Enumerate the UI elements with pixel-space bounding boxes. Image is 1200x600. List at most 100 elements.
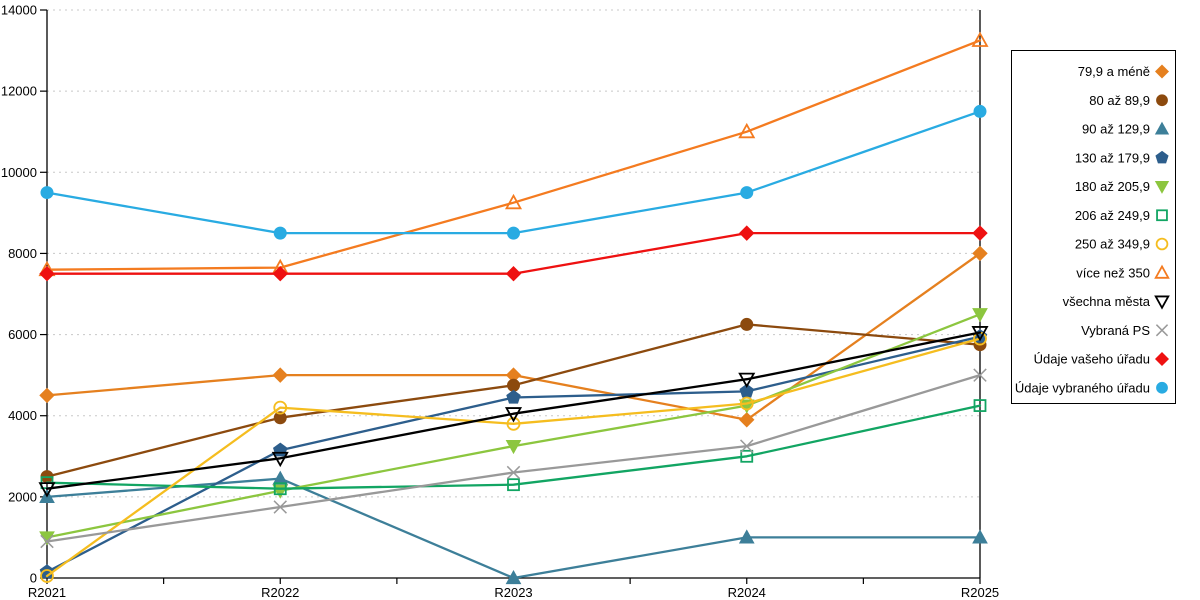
series-marker-triangle-up (505, 569, 522, 585)
legend-label: Údaje vašeho úřadu (1034, 352, 1150, 367)
series-marker-circle (1156, 381, 1168, 394)
series-marker-circle (1156, 94, 1168, 107)
series-marker-diamond (739, 412, 755, 428)
series-marker-triangle-down (1154, 295, 1170, 310)
y-tick-label: 4000 (8, 408, 37, 423)
y-tick-label: 2000 (8, 489, 37, 504)
series-marker-triangle-up (272, 470, 289, 485)
series-marker-circle (506, 416, 521, 431)
legend-item: 206 až 249,9 (1075, 208, 1168, 223)
series-marker-pentagon (506, 389, 521, 404)
y-tick-label: 14000 (1, 3, 37, 18)
series-marker-diamond (1154, 64, 1170, 79)
series-line (45, 331, 982, 490)
series-marker-pentagon (273, 442, 288, 457)
x-tick-label: R2024 (728, 585, 766, 600)
legend-label: 79,9 a méně (1078, 64, 1150, 79)
series-marker-diamond (39, 387, 55, 404)
x-tick-label: R2021 (28, 585, 66, 600)
series-marker-triangle-up (972, 529, 988, 544)
series-4 (39, 308, 988, 546)
series-line (45, 39, 982, 271)
x-tick-label: R2022 (261, 585, 299, 600)
legend-item: Údaje vašeho úřadu (1034, 351, 1170, 367)
series-marker-diamond (972, 245, 988, 262)
legend-label: 90 až 129,9 (1082, 122, 1150, 137)
series-11 (40, 104, 987, 240)
series-marker-triangle-down (505, 440, 522, 455)
legend-label: Údaje vybraného úřadu (1015, 380, 1150, 395)
series-marker-circle (973, 104, 987, 118)
legend-item: Údaje vybraného úřadu (1015, 380, 1168, 395)
legend-item: 90 až 129,9 (1082, 121, 1170, 137)
series-marker-triangle-up (1154, 264, 1170, 279)
series-marker-circle (273, 411, 287, 425)
legend-label: 250 až 349,9 (1075, 237, 1150, 252)
legend-item: 250 až 349,9 (1075, 237, 1169, 252)
series-marker-square (1156, 209, 1168, 222)
x-tick-label: R2023 (494, 585, 532, 600)
series-line (45, 404, 982, 490)
legend: 79,9 a méně 80 až 89,9 90 až 129,9 130 až 1… (1011, 50, 1176, 404)
series-marker-triangle-up (1154, 121, 1170, 135)
series-marker-square (973, 399, 987, 412)
series-marker-triangle-up (971, 31, 989, 47)
legend-label: všechna města (1063, 294, 1151, 309)
series-marker-diamond (505, 266, 522, 282)
series-marker-diamond (972, 225, 988, 241)
legend-label: 180 až 205,9 (1075, 179, 1150, 194)
series-marker-circle (1155, 237, 1169, 251)
x-tick-label: R2025 (961, 585, 999, 600)
legend-item: všechna města (1063, 294, 1170, 310)
legend-item: 79,9 a méně (1078, 64, 1170, 79)
series-marker-x (273, 500, 287, 514)
series-marker-square (273, 482, 287, 496)
series-marker-diamond (1154, 351, 1170, 367)
series-marker-x (40, 534, 54, 549)
series-marker-triangle-down (38, 482, 56, 498)
legend-label: 130 až 179,9 (1075, 150, 1150, 165)
series-marker-circle (273, 400, 288, 415)
series-marker-circle (739, 396, 754, 411)
series-marker-circle (40, 186, 54, 200)
series-marker-triangle-up (738, 529, 755, 544)
series-marker-triangle-down (504, 407, 523, 423)
legend-label: více než 350 (1076, 265, 1150, 280)
y-tick-label: 12000 (1, 84, 37, 99)
series-line (45, 477, 982, 580)
series-marker-circle (507, 378, 520, 392)
series-marker-circle (740, 186, 754, 200)
series-marker-triangle-up (738, 122, 756, 139)
legend-label: 80 až 89,9 (1089, 93, 1150, 108)
series-marker-square (507, 478, 520, 492)
legend-item: více než 350 (1076, 264, 1170, 280)
y-tick-label: 6000 (8, 327, 37, 342)
series-marker-circle (273, 226, 287, 240)
legend-label: Vybraná PS (1081, 323, 1150, 338)
series-8 (38, 326, 989, 498)
series-marker-x (1155, 324, 1169, 337)
legend-item: 180 až 205,9 (1075, 179, 1170, 194)
y-tick-label: 8000 (8, 246, 37, 261)
series-marker-diamond (739, 225, 755, 241)
y-tick-label: 10000 (1, 165, 37, 180)
series-marker-x (973, 368, 987, 382)
series-marker-triangle-up (504, 193, 523, 210)
series-marker-x (740, 439, 754, 453)
legend-item: 130 až 179,9 (1075, 150, 1169, 165)
series-9 (40, 368, 987, 549)
series-marker-pentagon (1155, 150, 1169, 164)
legend-item: 80 až 89,9 (1089, 93, 1168, 108)
series-2 (39, 470, 988, 585)
series-marker-triangle-down (738, 372, 756, 389)
series-marker-square (740, 449, 754, 463)
series-marker-triangle-down (972, 308, 988, 323)
series-marker-diamond (272, 266, 288, 282)
series-marker-diamond (39, 266, 55, 282)
series-marker-triangle-down (971, 326, 989, 342)
series-marker-triangle-down (271, 451, 289, 468)
series-10 (39, 225, 988, 282)
series-marker-x (506, 465, 521, 480)
